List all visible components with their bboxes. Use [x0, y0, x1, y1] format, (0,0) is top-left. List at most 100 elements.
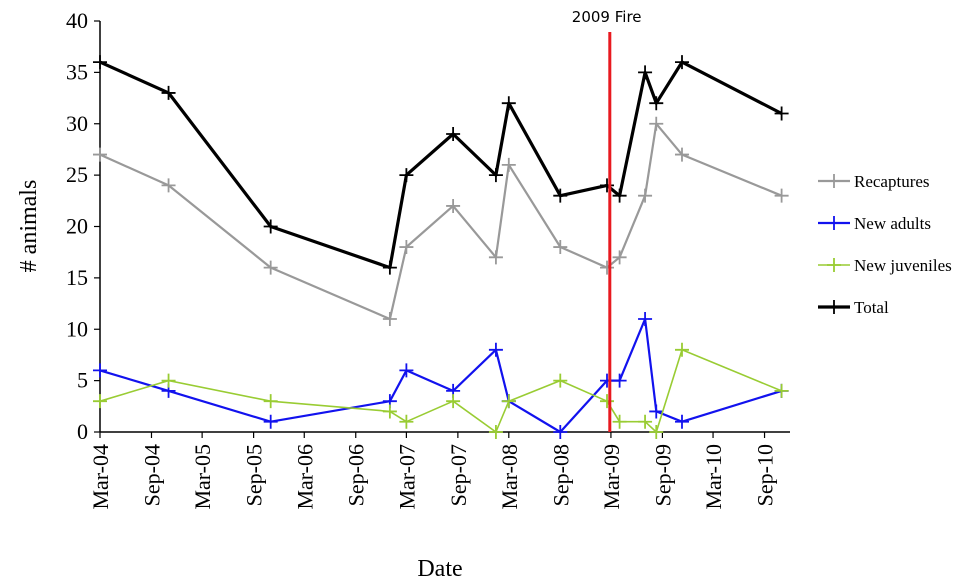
legend-item: New juveniles [818, 256, 952, 275]
series-line [99, 60, 783, 270]
data-point [612, 250, 627, 265]
legend-swatch-marker [827, 216, 841, 230]
y-tick-label: 25 [66, 162, 88, 187]
x-tick-label: Sep-07 [446, 444, 471, 506]
data-point [382, 404, 397, 419]
legend-label: Recaptures [854, 172, 930, 191]
data-point [263, 260, 278, 275]
data-point [263, 414, 278, 429]
data-point [553, 240, 568, 255]
x-axis-title: Date [417, 556, 462, 582]
x-tick-label: Sep-10 [753, 444, 778, 506]
data-point [161, 178, 176, 193]
x-tick-label: Mar-05 [190, 444, 215, 510]
data-point [674, 342, 689, 357]
data-point [553, 188, 568, 203]
data-point [774, 106, 789, 121]
data-point [161, 85, 176, 100]
y-tick-label: 5 [77, 368, 88, 393]
data-point [399, 363, 414, 378]
legend-label: New juveniles [854, 256, 952, 275]
annotation-layer: 2009 Fire [572, 8, 642, 432]
series-new-juveniles [93, 342, 789, 439]
data-point [649, 96, 664, 111]
data-point [399, 168, 414, 183]
x-tick-label: Mar-08 [497, 444, 522, 510]
data-point [649, 425, 664, 439]
data-point [382, 311, 397, 326]
series-total [93, 55, 789, 275]
legend-label: Total [854, 298, 889, 317]
x-tick-label: Mar-10 [701, 444, 726, 510]
data-point [638, 188, 653, 203]
series-line [99, 122, 783, 321]
series-new-adults [93, 311, 789, 439]
axes: 0 5 10 15 20 25 30 35 40 Mar-04 Sep-04 Mar-05 Sep-05… [66, 8, 790, 510]
fire-annotation-label: 2009 Fire [572, 8, 642, 26]
data-point [674, 147, 689, 162]
x-tick-label: Sep-08 [548, 444, 573, 506]
data-point [161, 373, 176, 388]
data-point [600, 394, 615, 409]
legend-label: New adults [854, 214, 931, 233]
x-tick-label: Mar-07 [394, 444, 419, 510]
y-tick-label: 10 [66, 316, 88, 341]
data-point [600, 373, 615, 388]
data-point [638, 414, 653, 429]
x-tick-label: Sep-09 [650, 444, 675, 506]
y-tick-label: 15 [66, 265, 88, 290]
data-point [553, 425, 568, 439]
y-axis-title: # animals [16, 180, 42, 273]
data-point [93, 363, 107, 378]
data-point [501, 394, 516, 409]
x-tick-label: Mar-04 [88, 444, 113, 510]
data-point [446, 127, 461, 142]
legend-item: Total [818, 298, 889, 317]
y-tick-label: 40 [66, 8, 88, 33]
x-tick-label: Sep-06 [344, 444, 369, 506]
data-point [93, 55, 107, 70]
data-point [774, 383, 789, 398]
data-point [612, 188, 627, 203]
data-point [263, 219, 278, 234]
legend-item: New adults [818, 214, 931, 233]
series-recaptures [93, 116, 789, 326]
y-tick-label: 20 [66, 214, 88, 239]
data-point [488, 342, 503, 357]
data-point [446, 198, 461, 213]
data-point [649, 404, 664, 419]
data-point [553, 373, 568, 388]
data-point [638, 311, 653, 326]
data-point [488, 250, 503, 265]
data-point [263, 394, 278, 409]
data-point [382, 260, 397, 275]
data-point [488, 168, 503, 183]
data-point [612, 414, 627, 429]
data-point [612, 373, 627, 388]
data-point [600, 178, 615, 193]
legend-swatch-marker [827, 258, 841, 272]
data-point [774, 188, 789, 203]
data-point [638, 65, 653, 80]
x-tick-label: Sep-04 [139, 444, 164, 506]
y-tick-label: 30 [66, 111, 88, 136]
series-layer [93, 55, 789, 439]
data-point [399, 240, 414, 255]
legend-swatch-marker [827, 300, 841, 314]
y-tick-label: 35 [66, 59, 88, 84]
x-tick-label: Mar-09 [599, 444, 624, 510]
series-line [99, 317, 782, 434]
legend-swatch-marker [827, 174, 841, 188]
data-point [488, 425, 503, 439]
data-point [93, 147, 107, 162]
data-point [600, 260, 615, 275]
x-tick-label: Mar-06 [292, 444, 317, 510]
data-point [501, 157, 516, 172]
y-tick-label: 0 [77, 419, 88, 444]
data-point [674, 55, 689, 70]
data-point [399, 414, 414, 429]
data-point [446, 394, 461, 409]
x-tick-label: Sep-05 [242, 444, 267, 506]
legend: Recaptures New adults New juveniles Total [818, 172, 952, 317]
